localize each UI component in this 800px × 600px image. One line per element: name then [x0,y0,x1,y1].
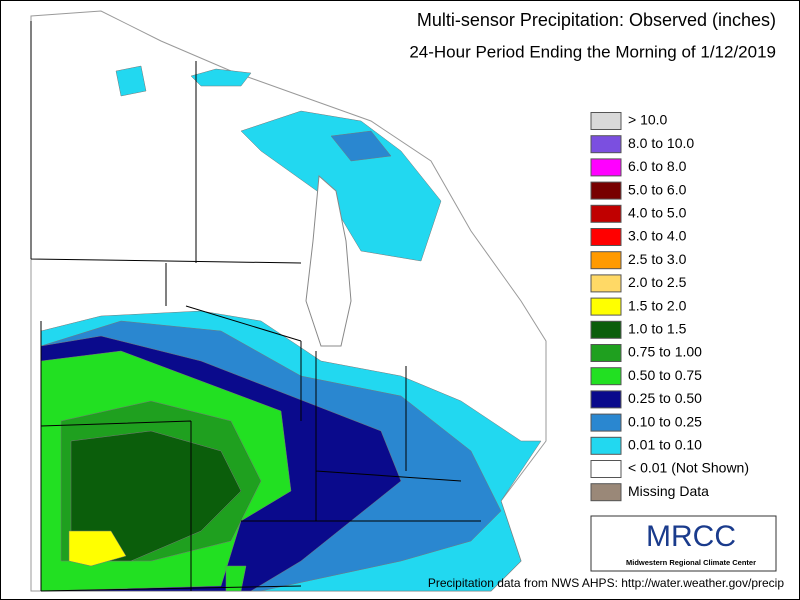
legend-swatch [590,251,622,270]
legend: > 10.0 8.0 to 10.0 6.0 to 8.0 5.0 to 6.0 4.0… [590,112,749,502]
legend-label: 2.0 to 2.5 [628,274,687,290]
legend-swatch [590,181,622,200]
legend-label: < 0.01 (Not Shown) [628,460,749,476]
legend-label: Missing Data [628,483,709,499]
precip-zone [190,68,252,87]
legend-swatch [590,274,622,293]
legend-swatch [590,320,622,339]
legend-label: 0.50 to 0.75 [628,367,702,383]
legend-label: 0.01 to 0.10 [628,437,702,453]
legend-label: 5.0 to 6.0 [628,181,687,197]
legend-swatch [590,483,622,502]
lake-michigan [305,174,352,347]
legend-swatch [590,436,622,455]
legend-swatch [590,297,622,316]
legend-swatch [590,228,622,246]
map-subtitle: 24-Hour Period Ending the Morning of 1/1… [409,42,776,61]
precip-zone [225,565,247,592]
legend-swatch [590,112,622,130]
legend-label: 0.10 to 0.25 [628,413,702,429]
logo: MRCC Midwestern Regional Climate Center [590,515,777,572]
legend-swatch [590,135,622,154]
legend-label: 0.25 to 0.50 [628,390,702,406]
legend-swatch [590,204,622,223]
legend-label: 8.0 to 10.0 [628,135,694,151]
legend-label: 3.0 to 4.0 [628,228,687,244]
precip-zone [68,530,127,567]
legend-label: 2.5 to 3.0 [628,251,687,267]
legend-label: 6.0 to 8.0 [628,158,687,174]
legend-label: 4.0 to 5.0 [628,205,687,221]
legend-swatch [590,344,622,362]
footer-note: Precipitation data from NWS AHPS: http:/… [428,576,784,590]
legend-swatch [590,390,622,409]
precip-zone [115,65,147,97]
legend-swatch [590,367,622,386]
legend-swatch [590,413,622,432]
legend-label: 0.75 to 1.00 [628,344,702,360]
precip-zone [330,130,392,162]
legend-swatch [590,158,622,177]
logo-box [590,515,777,572]
logo-name: MRCC [646,520,736,553]
legend-label: 1.5 to 2.0 [628,297,687,313]
map-title: Multi-sensor Precipitation: Observed (in… [417,10,776,30]
precip-map [30,10,547,592]
state-lines [30,21,481,592]
legend-label: > 10.0 [628,112,668,128]
legend-swatch [590,460,622,478]
logo-full-name: Midwestern Regional Climate Center [626,558,756,567]
legend-label: 1.0 to 1.5 [628,321,687,337]
precip-zone [240,110,442,262]
